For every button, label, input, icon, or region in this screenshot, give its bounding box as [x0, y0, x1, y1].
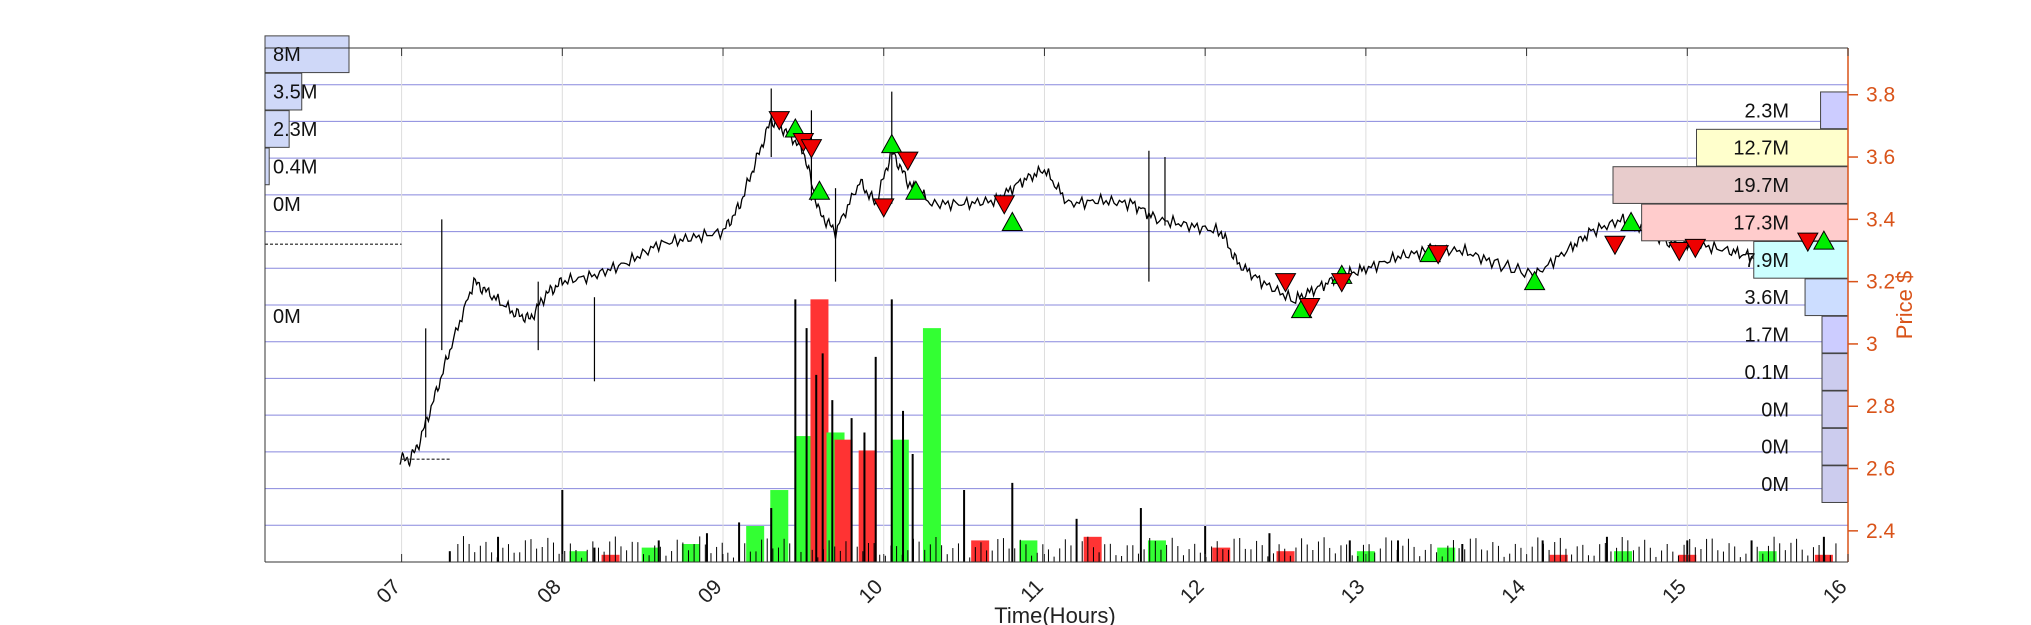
profile-left-bar: [264, 72, 303, 111]
volume-bar: [1549, 554, 1568, 562]
profile-right-label: 3.6M: [1745, 287, 1789, 309]
profile-left-label: 0M: [273, 194, 301, 216]
buy-signal-marker: [880, 133, 903, 154]
x-tick-label: 12: [1176, 575, 1209, 608]
profile-right-label: 2.3M: [1745, 100, 1789, 122]
price-tick-label: 3.2: [1866, 271, 1895, 294]
volume-bar: [794, 436, 813, 562]
volume-bar: [1614, 551, 1633, 562]
profile-right-bar: [1820, 91, 1849, 130]
x-tick-label: 10: [854, 575, 887, 608]
volume-bar: [922, 328, 941, 562]
x-tick-label: 09: [694, 575, 727, 608]
volume-bar: [858, 450, 877, 562]
trade-signals: [768, 111, 1835, 319]
price-line: [399, 117, 1845, 468]
volume-bar: [681, 544, 700, 562]
profile-right-label: 0M: [1761, 399, 1789, 421]
profile-right-bar: [1753, 240, 1849, 279]
sell-signal-marker: [1604, 235, 1626, 256]
profile-left-label: 8M: [273, 44, 301, 66]
sell-signal-marker: [1684, 238, 1707, 259]
price-tick-label: 2.6: [1866, 458, 1895, 481]
profile-right-label: 12.7M: [1733, 138, 1789, 160]
profile-left-bar: [264, 147, 270, 186]
volume-bar: [1758, 551, 1777, 562]
volume-bar: [890, 439, 909, 562]
sell-signal-marker: [896, 151, 919, 172]
profile-left-label: 2.3M: [273, 119, 317, 141]
volume-bar: [601, 554, 620, 562]
buy-signal-marker: [1523, 270, 1546, 291]
sell-signal-marker: [768, 111, 791, 131]
profile-right-bar: [1821, 427, 1849, 466]
sell-signal-marker: [1427, 245, 1450, 265]
profile-right-label: 0.1M: [1745, 362, 1789, 384]
price-tick-label: 2.8: [1866, 395, 1895, 418]
profile-left-label: 0.4M: [273, 156, 317, 178]
profile-right-label: 0M: [1761, 437, 1789, 459]
price-tick-label: 2.4: [1866, 520, 1896, 543]
profile-right-bar: [1804, 278, 1849, 317]
volume-bar: [569, 551, 588, 562]
sell-signal-marker: [1668, 241, 1691, 262]
volume-bar: [1437, 547, 1456, 562]
profile-left-label: 0M: [273, 306, 301, 328]
volume-bar: [1276, 551, 1295, 562]
buy-signal-marker: [808, 180, 831, 200]
profile-right-bar: [1821, 390, 1849, 429]
price-tick-label: 3.4: [1866, 208, 1896, 231]
sell-signal-marker: [1796, 232, 1819, 253]
profile-right-label: 1.7M: [1745, 325, 1789, 347]
y-axis-title: Price $: [1892, 271, 1917, 339]
sell-signal-marker: [1274, 273, 1297, 293]
x-tick-label: 14: [1497, 575, 1530, 608]
profile-right-label: 19.7M: [1733, 175, 1789, 197]
buy-signal-marker: [1001, 211, 1024, 231]
profile-right-bar: [1612, 166, 1849, 204]
profile-right-label: 17.3M: [1733, 212, 1789, 234]
volume-bar: [1147, 540, 1166, 562]
volume-bars: [448, 299, 1837, 562]
price-tick-label: 3.8: [1866, 84, 1895, 107]
volume-bar: [810, 299, 829, 562]
x-tick-label: 16: [1819, 575, 1852, 608]
sell-signal-marker: [993, 195, 1016, 215]
volume-bar: [834, 439, 853, 562]
price-series: [265, 88, 1845, 468]
volume-bar: [641, 547, 660, 562]
price-tick-label: 3.6: [1866, 146, 1895, 169]
profile-left-label: 3.5M: [273, 82, 317, 104]
x-tick-label: 15: [1658, 575, 1691, 608]
x-tick-label: 13: [1337, 575, 1370, 608]
price-tick-label: 3: [1866, 333, 1878, 356]
sell-signal-marker: [1298, 298, 1321, 318]
volume-bar: [1019, 540, 1038, 562]
buy-signal-marker: [1620, 211, 1642, 231]
x-tick-label: 07: [372, 575, 405, 608]
buy-signal-marker: [1813, 230, 1835, 250]
volume-profile: 8M 3.5M 2.3M 0.4M 0M 0M 2.3M 12.7M 19.7M 17.3M 7.9…: [264, 35, 1849, 503]
x-axis-title: Time(Hours): [994, 603, 1115, 625]
buy-signal-marker: [905, 180, 927, 200]
profile-left-bar: [264, 35, 350, 74]
profile-right-bar: [1821, 465, 1849, 503]
x-tick-label: 08: [533, 575, 566, 608]
profile-right-bar: [1821, 353, 1849, 391]
sell-signal-marker: [872, 198, 895, 218]
sell-signal-marker: [800, 139, 823, 159]
grid: [265, 47, 1849, 563]
profile-right-bar: [1821, 315, 1849, 354]
profile-right-bar: [1696, 128, 1849, 167]
profile-right-label: 0M: [1761, 474, 1789, 496]
profile-right-label: 7.9M: [1745, 250, 1789, 272]
volume-bar: [1212, 547, 1231, 562]
sell-signal-marker: [1330, 273, 1353, 293]
